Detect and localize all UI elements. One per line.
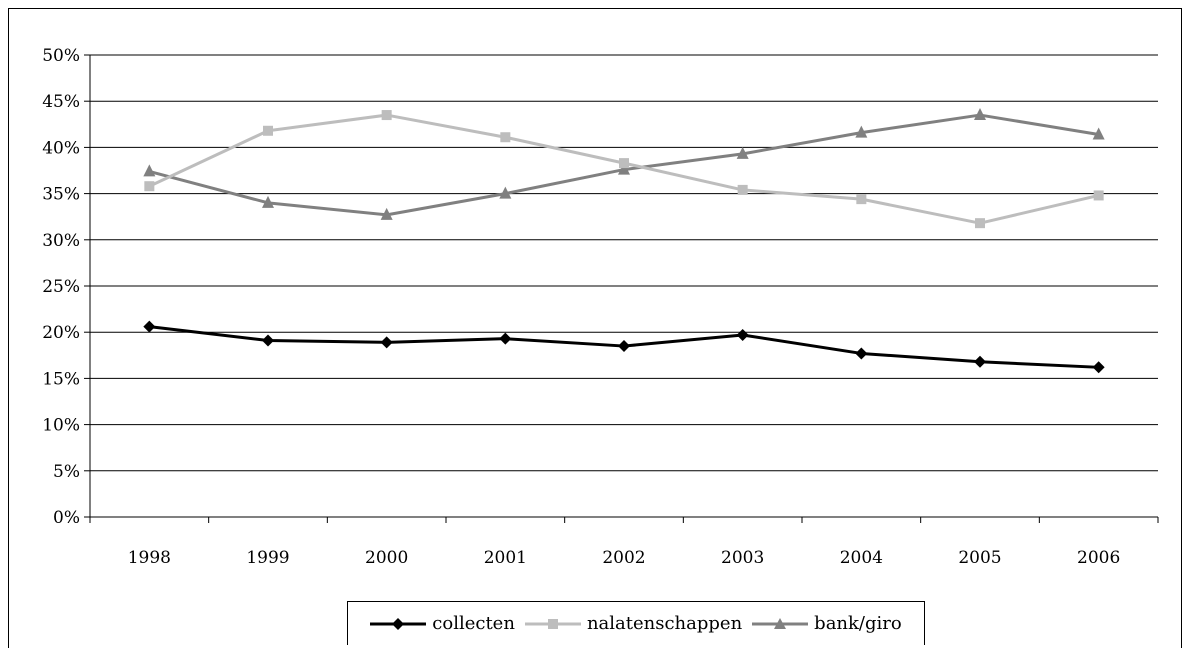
data-point-bank-giro bbox=[736, 146, 749, 159]
data-point-bank-giro bbox=[855, 125, 868, 138]
data-point-nalatenschappen bbox=[856, 194, 867, 205]
data-point-collecten bbox=[974, 355, 986, 368]
data-point-nalatenschappen bbox=[619, 158, 629, 169]
data-point-bank-giro bbox=[618, 162, 630, 175]
x-tick-label: 2006 bbox=[1077, 548, 1120, 568]
y-tick-label: 30% bbox=[42, 231, 80, 251]
data-point-collecten bbox=[262, 334, 274, 347]
y-tick-label: 10% bbox=[42, 416, 80, 436]
legend-label-collecten: collecten bbox=[432, 613, 515, 634]
data-point-nalatenschappen bbox=[263, 125, 273, 136]
legend-label-bank-giro: bank/giro bbox=[814, 613, 902, 634]
legend-swatch-collecten bbox=[370, 617, 427, 630]
legend: collecten nalatenschappen bank/giro bbox=[347, 601, 925, 645]
y-tick-label: 45% bbox=[42, 92, 80, 112]
legend-entry-nalatenschappen: nalatenschappen bbox=[524, 613, 743, 634]
legend-label-nalatenschappen: nalatenschappen bbox=[586, 613, 743, 634]
data-point-collecten bbox=[143, 320, 156, 333]
x-tick-label: 2000 bbox=[365, 548, 408, 568]
data-point-nalatenschappen bbox=[1093, 190, 1104, 201]
y-tick-label: 35% bbox=[42, 185, 80, 205]
x-tick-label: 2005 bbox=[958, 548, 1001, 568]
data-point-bank-giro bbox=[974, 108, 986, 121]
data-point-bank-giro bbox=[262, 195, 274, 208]
y-tick-label: 25% bbox=[42, 277, 80, 297]
y-tick-label: 20% bbox=[42, 323, 80, 343]
data-point-nalatenschappen bbox=[500, 132, 511, 143]
legend-entry-bank-giro: bank/giro bbox=[752, 613, 902, 634]
legend-swatch-bank-giro bbox=[752, 617, 809, 629]
data-point-nalatenschappen bbox=[144, 181, 155, 192]
x-tick-label: 1998 bbox=[128, 548, 171, 568]
y-tick-label: 5% bbox=[53, 462, 80, 482]
data-point-bank-giro bbox=[380, 207, 393, 220]
x-tick-label: 2002 bbox=[602, 548, 645, 568]
y-tick-label: 50% bbox=[42, 46, 80, 66]
data-point-bank-giro bbox=[499, 186, 512, 199]
legend-entry-collecten: collecten bbox=[370, 613, 515, 634]
x-tick-label: 2001 bbox=[484, 548, 527, 568]
x-tick-label: 2003 bbox=[721, 548, 764, 568]
data-point-collecten bbox=[618, 340, 630, 353]
data-point-bank-giro bbox=[143, 164, 156, 177]
y-tick-label: 15% bbox=[42, 369, 80, 389]
x-tick-label: 1999 bbox=[246, 548, 289, 568]
data-point-collecten bbox=[855, 347, 868, 360]
legend-swatch-nalatenschappen bbox=[524, 618, 581, 629]
data-point-bank-giro bbox=[1092, 127, 1105, 140]
data-point-collecten bbox=[736, 328, 749, 341]
data-point-nalatenschappen bbox=[975, 218, 985, 229]
y-tick-label: 40% bbox=[42, 138, 80, 158]
data-point-collecten bbox=[499, 332, 512, 345]
data-point-nalatenschappen bbox=[381, 110, 392, 121]
y-tick-label: 0% bbox=[53, 508, 80, 528]
x-tick-label: 2004 bbox=[840, 548, 883, 568]
data-point-nalatenschappen bbox=[737, 184, 748, 195]
data-point-collecten bbox=[1092, 361, 1105, 374]
chart-frame bbox=[8, 8, 1182, 648]
data-point-collecten bbox=[380, 336, 393, 349]
